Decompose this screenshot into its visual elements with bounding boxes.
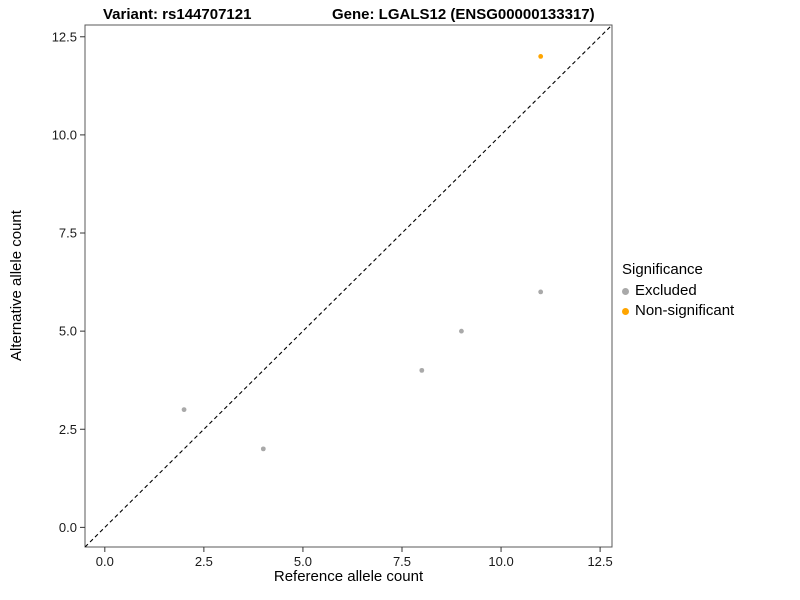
y-tick-label: 0.0 [59, 520, 77, 535]
legend-title: Significance [622, 261, 703, 278]
legend-item-excluded: Excluded [622, 281, 734, 301]
x-tick-label: 10.0 [488, 554, 513, 569]
x-tick-label: 7.5 [393, 554, 411, 569]
data-point-excluded [260, 446, 266, 452]
y-tick-label: 10.0 [52, 127, 77, 142]
data-point-excluded [419, 367, 425, 373]
legend-items: Excluded Non-significant [622, 281, 734, 321]
legend-item-non-significant: Non-significant [622, 301, 734, 321]
data-point-excluded [538, 289, 544, 295]
data-point-excluded [459, 328, 464, 334]
y-tick-label: 2.5 [59, 422, 77, 437]
legend-key-dot [622, 307, 629, 315]
x-tick-label: 0.0 [96, 554, 114, 569]
legend-item-label: Excluded [635, 282, 697, 299]
y-tick-label: 7.5 [59, 226, 77, 241]
y-axis-label: Alternative allele count [8, 210, 25, 362]
legend-item-label: Non-significant [635, 302, 735, 319]
plot-title-gene: Gene: LGALS12 (ENSG00000133317) [332, 6, 595, 23]
x-axis-label: Reference allele count [273, 568, 424, 585]
x-tick-label: 2.5 [195, 554, 213, 569]
legend-key-dot [622, 287, 629, 295]
x-tick-label: 5.0 [294, 554, 312, 569]
x-tick-label: 12.5 [587, 554, 612, 569]
data-point-non-significant [538, 53, 544, 59]
legend: Significance Excluded Non-significant [622, 261, 734, 321]
data-point-excluded [181, 407, 187, 413]
y-tick-label: 12.5 [52, 29, 77, 44]
y-tick-label: 5.0 [59, 324, 77, 339]
plot-title-variant: Variant: rs144707121 [103, 6, 252, 23]
